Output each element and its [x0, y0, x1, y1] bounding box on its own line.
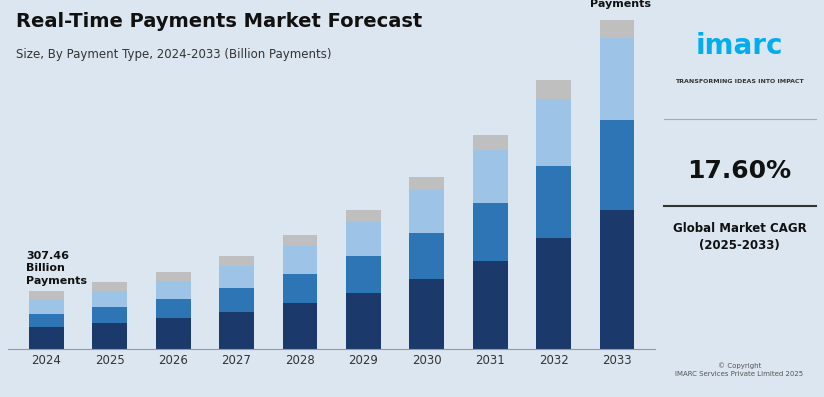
Bar: [473, 203, 508, 261]
Bar: [29, 301, 63, 314]
Bar: [410, 177, 444, 189]
Bar: [156, 272, 190, 281]
Bar: [156, 299, 190, 318]
Text: 17.60%: 17.60%: [687, 159, 792, 183]
Text: imarc: imarc: [695, 32, 784, 60]
Bar: [410, 279, 444, 349]
Bar: [283, 235, 317, 246]
Text: Size, By Payment Type, 2024-2033 (Billion Payments): Size, By Payment Type, 2024-2033 (Billio…: [16, 48, 332, 61]
Text: © Copyright
IMARC Services Private Limited 2025: © Copyright IMARC Services Private Limit…: [676, 362, 803, 377]
Bar: [29, 291, 63, 301]
Bar: [346, 256, 381, 293]
Bar: [346, 293, 381, 349]
Bar: [536, 166, 571, 238]
Bar: [473, 150, 508, 203]
Bar: [536, 238, 571, 349]
Bar: [283, 303, 317, 349]
Bar: [219, 266, 254, 288]
Bar: [219, 288, 254, 312]
Bar: [473, 261, 508, 349]
Bar: [29, 327, 63, 349]
Bar: [473, 135, 508, 150]
Bar: [600, 15, 634, 38]
Text: 1505.06
Billion
Payments: 1505.06 Billion Payments: [590, 0, 651, 10]
Text: TRANSFORMING IDEAS INTO IMPACT: TRANSFORMING IDEAS INTO IMPACT: [675, 79, 804, 85]
Bar: [536, 99, 571, 166]
Bar: [219, 256, 254, 266]
Bar: [219, 312, 254, 349]
Bar: [92, 291, 127, 307]
Bar: [410, 233, 444, 279]
Bar: [600, 210, 634, 349]
Bar: [92, 307, 127, 323]
Bar: [283, 274, 317, 303]
Legend: P2B, B2B, P2P, Others: P2B, B2B, P2P, Others: [199, 393, 464, 397]
Text: Global Market CAGR
(2025-2033): Global Market CAGR (2025-2033): [672, 222, 807, 252]
Bar: [156, 281, 190, 299]
Bar: [92, 282, 127, 291]
Bar: [92, 323, 127, 349]
Bar: [600, 38, 634, 119]
Bar: [600, 119, 634, 210]
Bar: [346, 210, 381, 221]
Bar: [29, 314, 63, 327]
Bar: [346, 221, 381, 256]
Bar: [410, 189, 444, 233]
Text: 307.46
Billion
Payments: 307.46 Billion Payments: [26, 251, 87, 286]
Bar: [536, 81, 571, 99]
Bar: [283, 246, 317, 274]
Text: Real-Time Payments Market Forecast: Real-Time Payments Market Forecast: [16, 12, 423, 31]
Bar: [156, 318, 190, 349]
